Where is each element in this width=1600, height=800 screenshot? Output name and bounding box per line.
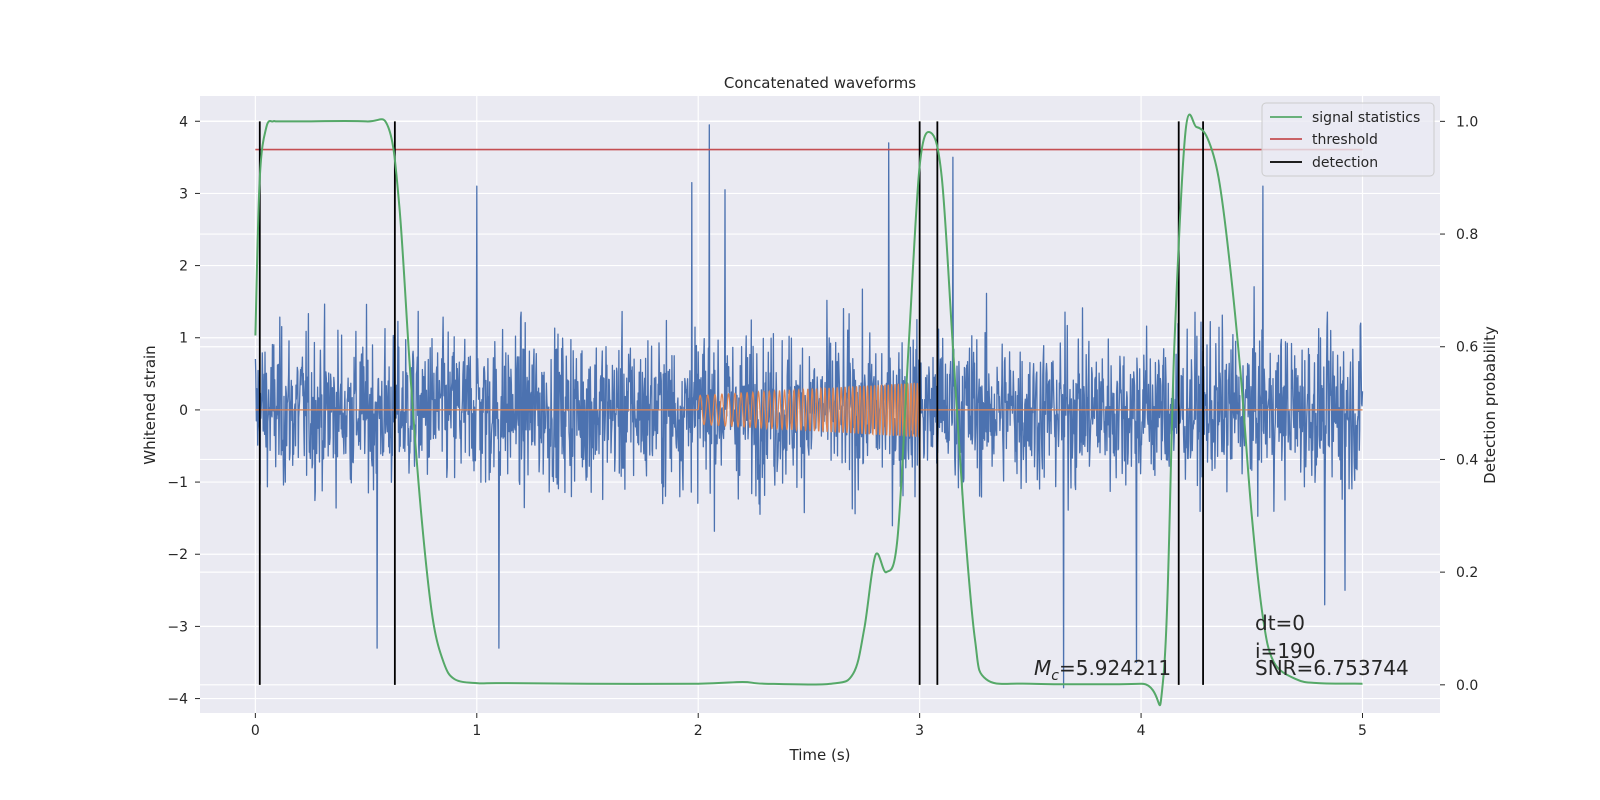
- legend-label-detection: detection: [1312, 155, 1378, 171]
- y-tick-label: 0: [179, 403, 188, 419]
- x-tick-label: 4: [1137, 723, 1146, 739]
- x-tick-label: 3: [915, 723, 924, 739]
- y-tick-label: 2: [179, 259, 188, 275]
- legend-label-signal-statistics: signal statistics: [1312, 110, 1420, 126]
- y-tick-label: −2: [167, 547, 188, 563]
- annotation-i: i=190: [1255, 639, 1316, 663]
- y2-tick-label: 0.6: [1456, 340, 1478, 356]
- legend: signal statistics threshold detection: [1261, 102, 1435, 177]
- y-tick-label: 1: [179, 331, 188, 347]
- y-tick-label: −4: [167, 692, 188, 708]
- y-tick-label: −1: [167, 475, 188, 491]
- template-series-line: [255, 382, 1363, 438]
- annotation-snr: SNR=6.753744: [1255, 656, 1409, 680]
- x-tick-label: 2: [694, 723, 703, 739]
- y2-tick-label: 0.4: [1456, 452, 1478, 468]
- y2-tick-label: 0.0: [1456, 678, 1478, 694]
- x-tick-label: 0: [251, 723, 260, 739]
- signal-statistics-line: [254, 113, 1363, 707]
- y2-axis-label: Detection probability: [1481, 326, 1499, 484]
- annotation-dt: dt=0: [1255, 611, 1305, 635]
- y-tick-label: 3: [179, 186, 188, 202]
- x-tick-label: 5: [1358, 723, 1367, 739]
- legend-box: [1261, 102, 1435, 177]
- y-tick-label: 4: [179, 114, 188, 130]
- annotation-mc-subscript: c: [1051, 668, 1059, 684]
- x-axis-label: Time (s): [789, 746, 851, 764]
- legend-label-threshold: threshold: [1312, 132, 1378, 148]
- y-tick-label: −3: [167, 619, 188, 635]
- axes-layer: 0 1 2 3 4 5 −4 −3 −2 −1 0 1 2 3 4 0.0 0.2 0.4 0.6 0.8 1.0: [167, 114, 1478, 739]
- y-axis-label: Whitened strain: [141, 345, 159, 464]
- annotation-mc: Mc=5.924211: [1034, 656, 1171, 684]
- y2-tick-label: 1.0: [1456, 114, 1478, 130]
- y2-tick-label: 0.8: [1456, 227, 1478, 243]
- y2-tick-label: 0.2: [1456, 565, 1478, 581]
- x-tick-label: 1: [472, 723, 481, 739]
- series-layer: [254, 113, 1364, 707]
- grid: [200, 96, 1440, 713]
- annotation-mc-value: =5.924211: [1059, 656, 1171, 680]
- annotation-mc-symbol: M: [1034, 656, 1051, 680]
- chart-title: Concatenated waveforms: [724, 74, 916, 92]
